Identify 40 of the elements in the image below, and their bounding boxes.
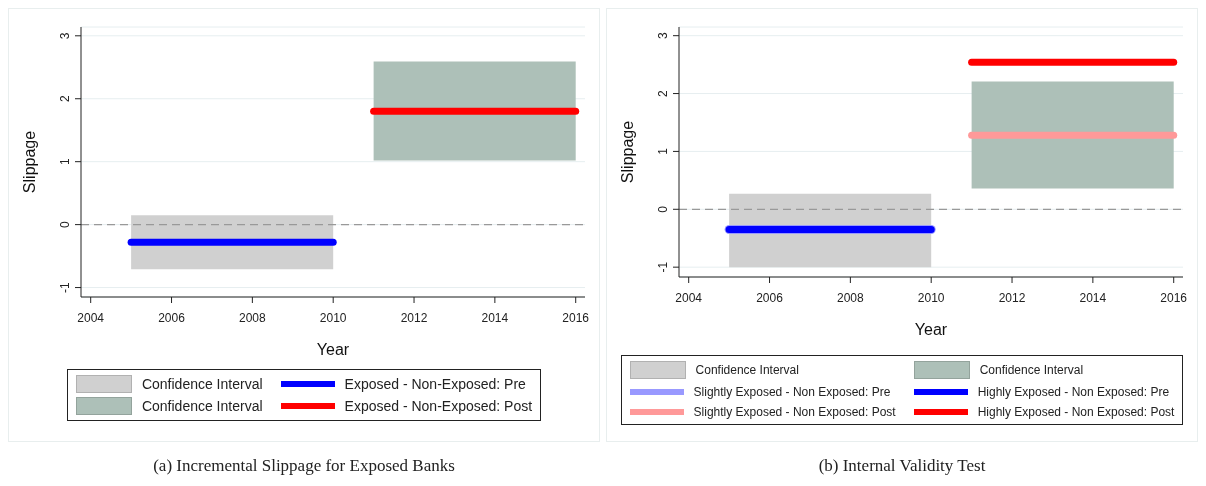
legend-label: Exposed - Non-Exposed: Pre: [344, 376, 526, 392]
x-tick-label: 2014: [1079, 290, 1107, 305]
y-tick-label: -1: [58, 281, 72, 293]
x-tick-label: 2010: [917, 290, 945, 305]
y-tick-label: 2: [58, 95, 72, 103]
legend-label: Highly Exposed - Non Exposed: Post: [977, 405, 1175, 419]
y-tick-label: 3: [656, 32, 670, 40]
x-tick-label: 2004: [77, 310, 105, 325]
text: (b) Internal Validity Test: [817, 456, 987, 476]
x-tick-label: 2016: [1160, 290, 1188, 305]
legend-label: Slightly Exposed - Non Exposed: Pre: [693, 385, 891, 399]
x-tick-label: 2014: [481, 310, 509, 325]
legend-label: Slightly Exposed - Non Exposed: Post: [693, 405, 896, 419]
legend-label: Confidence Interval: [141, 398, 263, 414]
x-axis-title: Year: [914, 321, 948, 338]
y-axis-title: Slippage: [20, 130, 38, 194]
y-tick-label: -1: [656, 261, 670, 273]
x-tick-label: 2016: [562, 310, 590, 325]
x-tick-label: 2006: [756, 290, 784, 305]
y-tick-label: 3: [58, 32, 72, 40]
x-tick-label: 2004: [675, 290, 703, 305]
x-tick-label: 2012: [400, 310, 428, 325]
y-tick-label: 0: [656, 205, 670, 213]
y-tick-label: 2: [656, 89, 670, 97]
text: (a) Incremental Slippage for Exposed Banks: [152, 456, 456, 476]
y-tick-label: 1: [656, 147, 670, 155]
y-tick-label: 1: [58, 158, 72, 166]
x-tick-label: 2010: [319, 310, 347, 325]
x-tick-label: 2008: [239, 310, 267, 325]
x-tick-label: 2008: [837, 290, 865, 305]
legend-label: Exposed - Non-Exposed: Post: [344, 398, 533, 414]
legend-label: Highly Exposed - Non Exposed: Pre: [977, 385, 1170, 399]
x-axis-title: Year: [316, 341, 350, 358]
x-tick-label: 2006: [158, 310, 186, 325]
legend-label: Confidence Interval: [141, 376, 263, 392]
y-axis-title: Slippage: [618, 120, 636, 184]
legend-label: Confidence Interval: [695, 363, 799, 377]
x-tick-label: 2012: [998, 290, 1026, 305]
legend-label: Confidence Interval: [979, 363, 1084, 377]
y-tick-label: 0: [58, 220, 72, 228]
